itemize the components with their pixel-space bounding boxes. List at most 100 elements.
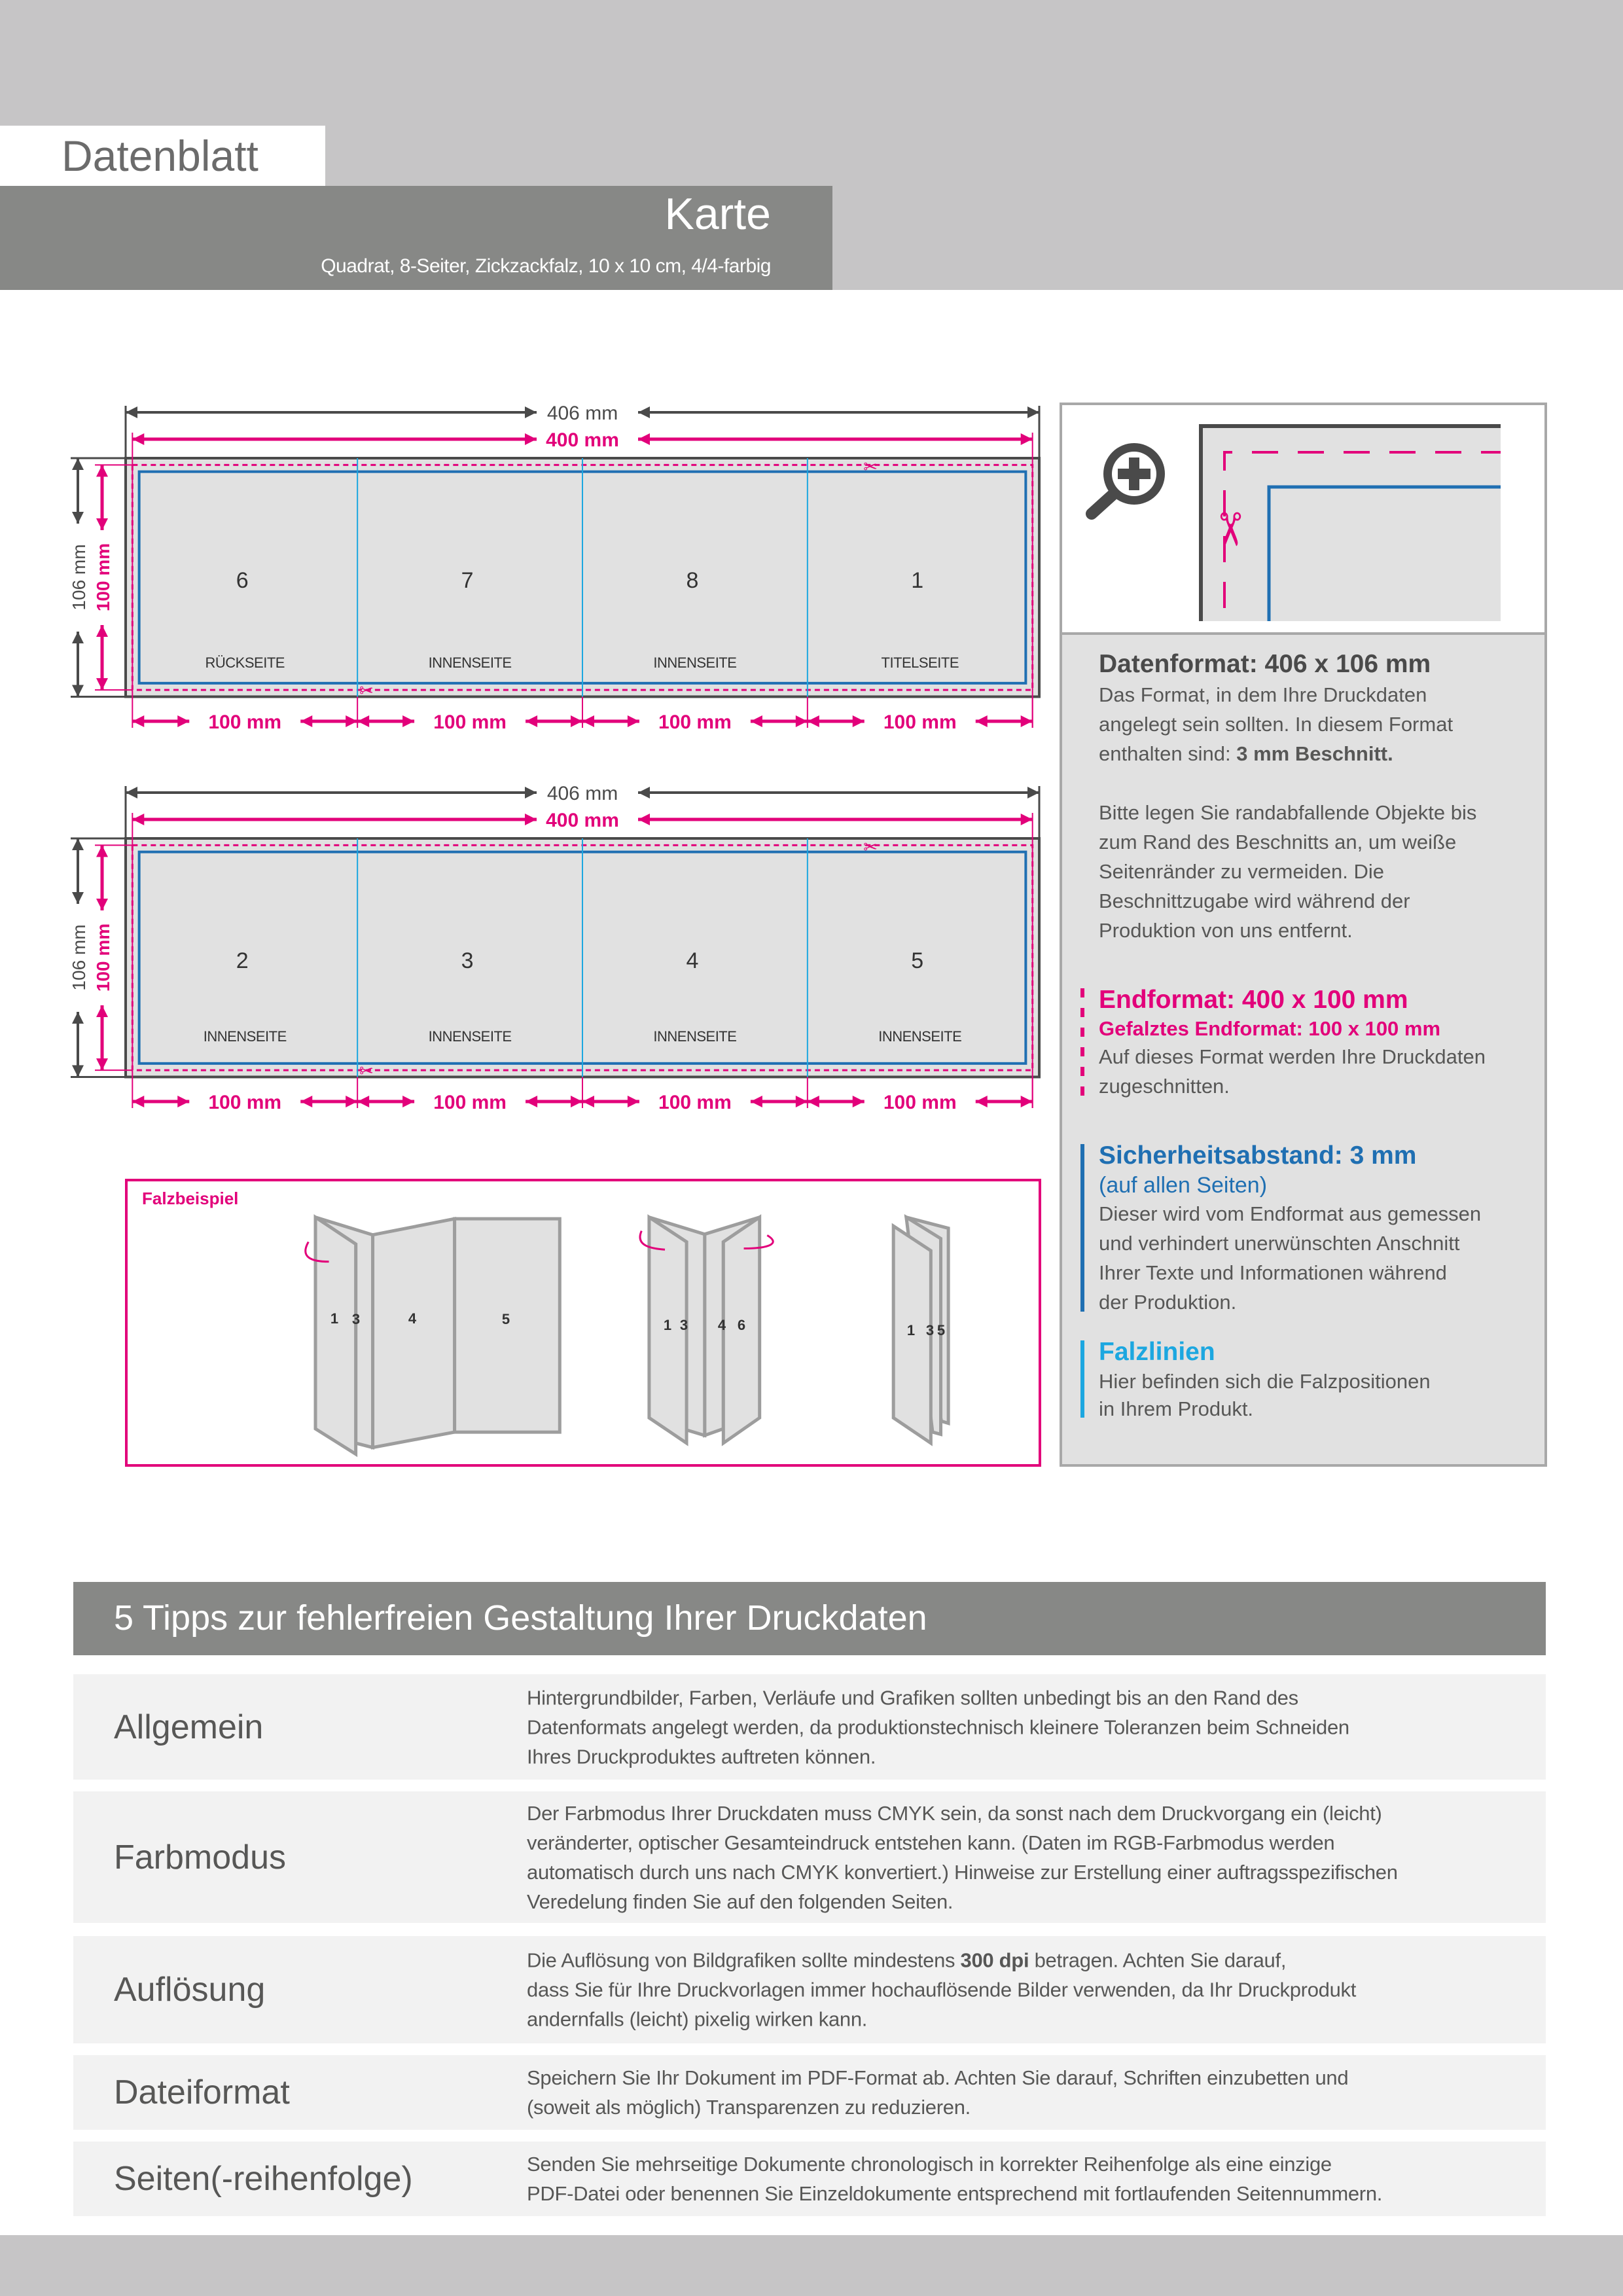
final-width-label: 400 mm — [546, 810, 619, 831]
bleed-width-dimension-arrowhead — [1027, 406, 1039, 418]
folded-panel — [373, 1219, 455, 1447]
legend-endformat: Endformat: 400 x 100 mm Gefalztes Endfor… — [1080, 984, 1544, 1101]
fold-page-number: 6 — [738, 1317, 745, 1333]
corner-detail: ✂ — [1199, 424, 1501, 621]
final-width-dimension-arrowhead — [132, 814, 145, 825]
legend-bleed-text: Bitte legen Sie randabfallende Objekte b… — [1099, 798, 1544, 945]
panel-width-dimension-arrowhead — [357, 715, 370, 727]
panel-width-dimension-arrowhead — [300, 1096, 313, 1107]
text-line: veränderter, optischer Gesamteindruck en… — [527, 1831, 1335, 1854]
bleed-width-dimension-arrowhead — [1027, 787, 1039, 798]
panel-width-dimension-arrowhead — [750, 1096, 762, 1107]
scissors-icon: ✂ — [359, 1061, 374, 1081]
fold-example-frame — [125, 1179, 1041, 1467]
fold-figures — [306, 1217, 948, 1454]
legend-datenformat: Datenformat: 406 x 106 mm Das Format, in… — [1099, 649, 1544, 945]
final-width-dimension-arrowhead — [132, 433, 145, 445]
final-height-dimension-arrowhead — [96, 1058, 108, 1071]
text-line: Seitenränder zu vermeiden. Die — [1099, 860, 1384, 883]
panel-width-dimension-arrowhead — [807, 715, 819, 727]
text-line: Das Format, in dem Ihre Druckdaten — [1099, 683, 1427, 706]
tip-row: Farbmodus Der Farbmodus Ihrer Druckdaten … — [73, 1791, 1546, 1923]
panel-width-dimension-arrowhead — [582, 715, 594, 727]
panel-width-dimension-arrowhead — [346, 1096, 358, 1107]
panel-width-dimension-arrowhead — [627, 715, 639, 727]
tip-row: Seiten(-reihenfolge) Senden Sie mehrseiti… — [73, 2142, 1546, 2216]
final-height-dimension-arrowhead — [96, 899, 108, 910]
bleed-height-dimension-arrowhead — [72, 838, 84, 850]
tip-label: Dateiformat — [114, 2073, 290, 2111]
tip-text: Der Farbmodus Ihrer Druckdaten muss CMYK… — [527, 1799, 1398, 1916]
fold-line-swatch — [1080, 1340, 1084, 1418]
fold-example-title: Falzbeispiel — [142, 1189, 238, 1208]
panel-width-label: 100 mm — [208, 1092, 281, 1113]
tip-row: Auflösung Die Auflösung von Bildgrafiken … — [73, 1936, 1546, 2043]
format-diagram: 6 RÜCKSEITE 7 INNENSEITE 8 INNENSEITE 1 TITELSE… — [69, 403, 1041, 733]
fold-page-number: 5 — [937, 1322, 945, 1338]
legend-falzlinien-text: Hier befinden sich die Falzpositionen in … — [1099, 1368, 1544, 1423]
panel-width-dimension-arrowhead — [627, 1096, 639, 1107]
panel-label: INNENSEITE — [653, 1028, 736, 1045]
text-line: dass Sie für Ihre Druckvorlagen immer ho… — [527, 1978, 1357, 2001]
text-line: zum Rand des Beschnitts an, um weiße — [1099, 831, 1457, 853]
panel-width-dimension-arrowhead — [132, 715, 145, 727]
tips-title: 5 Tipps zur fehlerfreien Gestaltung Ihre… — [114, 1598, 927, 1638]
folded-panel — [893, 1226, 931, 1443]
folded-panel — [723, 1217, 759, 1443]
doc-label-box — [0, 126, 325, 186]
panel-number: 6 — [236, 568, 249, 593]
panel-label: INNENSEITE — [429, 655, 512, 671]
panel-width-label: 100 mm — [433, 711, 507, 733]
tip-label: Farbmodus — [114, 1838, 286, 1876]
fold-page-number: 1 — [907, 1322, 915, 1338]
format-diagram: 2 INNENSEITE 3 INNENSEITE 4 INNENSEITE 5 INNENS… — [69, 783, 1041, 1113]
scissors-icon: ✂ — [359, 681, 374, 700]
tip-text: Speichern Sie Ihr Dokument im PDF-Format… — [527, 2063, 1349, 2122]
bleed-height-dimension-arrowhead — [72, 512, 84, 524]
panel-number: 7 — [461, 568, 474, 593]
text-line: in Ihrem Produkt. — [1099, 1397, 1254, 1420]
footer-band — [0, 2235, 1623, 2296]
fold-figure — [649, 1217, 760, 1443]
bleed-width-label: 406 mm — [547, 783, 618, 804]
panel-width-label: 100 mm — [883, 1092, 957, 1113]
tip-text: Senden Sie mehrseitige Dokumente chronol… — [527, 2149, 1382, 2208]
legend-sicherheit-text: Dieser wird vom Endformat aus gemessen un… — [1099, 1199, 1544, 1317]
final-width-dimension-arrowhead — [525, 433, 537, 445]
panel-width-dimension-arrowhead — [807, 1096, 819, 1107]
doc-label: Datenblatt — [62, 132, 259, 180]
final-height-dimension-arrowhead — [96, 625, 108, 637]
scissors-icon: ✂ — [863, 457, 878, 476]
fold-page-number: 1 — [330, 1310, 338, 1327]
product-specs: Quadrat, 8-Seiter, Zickzackfalz, 10 x 10… — [321, 255, 771, 277]
panel-width-dimension-arrowhead — [526, 1096, 538, 1107]
text-line: zugeschnitten. — [1099, 1075, 1230, 1098]
folded-panel — [649, 1217, 687, 1443]
tip-label: Auflösung — [114, 1971, 266, 2009]
fold-arrow-icon — [306, 1242, 329, 1261]
text-line: Ihres Druckproduktes auftreten können. — [527, 1745, 876, 1768]
tips-header: 5 Tipps zur fehlerfreien Gestaltung Ihre… — [73, 1582, 1546, 1655]
text-line: Speichern Sie Ihr Dokument im PDF-Format… — [527, 2066, 1349, 2089]
text-segment: Die Auflösung von Bildgrafiken sollte mi… — [527, 1948, 961, 1972]
final-width-dimension-arrowhead — [638, 433, 650, 445]
legend-datenformat-text: Das Format, in dem Ihre Druckdaten angele… — [1099, 680, 1544, 768]
final-height-label: 100 mm — [93, 924, 113, 992]
panel-width-dimension-arrowhead — [132, 1096, 145, 1107]
panel-width-dimension-arrowhead — [795, 715, 808, 727]
bleed-height-dimension-arrowhead — [72, 458, 84, 470]
text-line: angelegt sein sollten. In diesem Format — [1099, 713, 1454, 736]
panel-width-dimension-arrowhead — [402, 1096, 415, 1107]
text-line: Datenformats angelegt werden, da produkt… — [527, 1715, 1349, 1738]
tip-label: Allgemein — [114, 1708, 264, 1746]
panel-number: 2 — [236, 948, 249, 973]
bleed-width-dimension-arrowhead — [638, 406, 650, 418]
text-line: Dieser wird vom Endformat aus gemessen — [1099, 1202, 1482, 1225]
panel-width-dimension-arrowhead — [975, 1096, 988, 1107]
legend-falzlinien: Falzlinien Hier befinden sich die Falzpo… — [1080, 1336, 1544, 1423]
legend-endformat-text: Auf dieses Format werden Ihre Druckdaten… — [1099, 1042, 1544, 1101]
panel-label: RÜCKSEITE — [205, 655, 285, 671]
panel-label: INNENSEITE — [653, 655, 736, 671]
text-line: Hier befinden sich die Falzpositionen — [1099, 1370, 1431, 1393]
